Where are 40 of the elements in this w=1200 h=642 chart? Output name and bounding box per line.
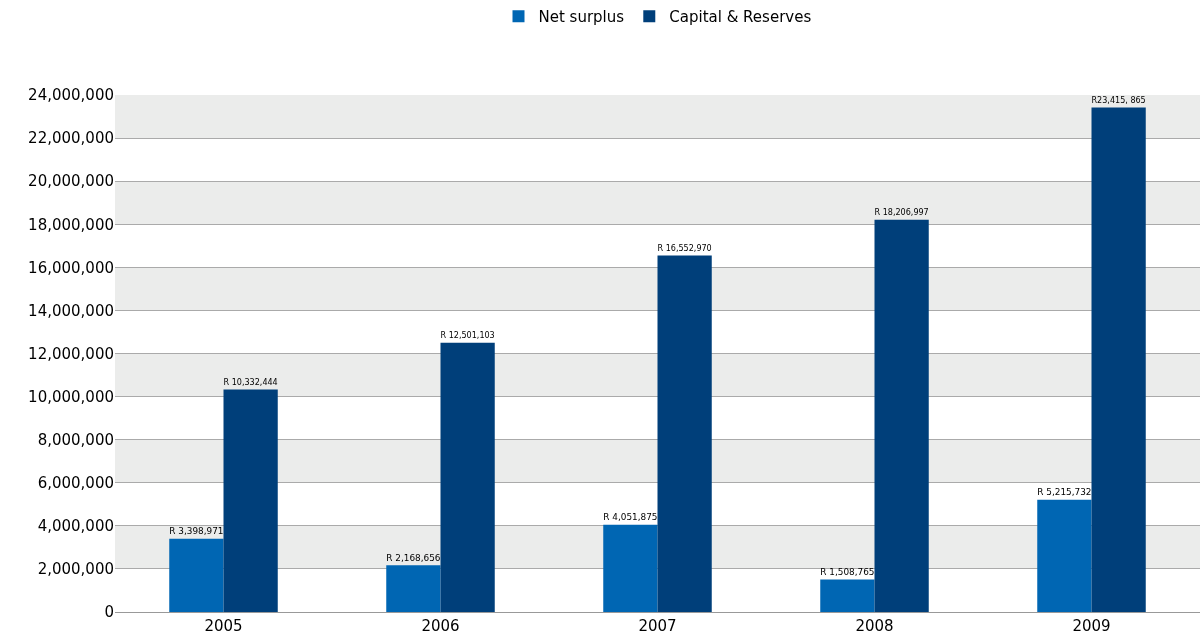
- bar: [820, 579, 875, 612]
- data-label: R 18,206,997: [874, 208, 929, 218]
- data-label: R 4,051,875: [603, 511, 658, 522]
- y-tick-label: 14,000,000: [28, 301, 114, 320]
- y-tick-label: 24,000,000: [28, 86, 114, 105]
- y-tick-label: 12,000,000: [28, 344, 114, 363]
- y-tick-label: 20,000,000: [28, 172, 114, 191]
- x-tick-label: 2007: [638, 617, 677, 635]
- bar: [603, 524, 658, 612]
- x-tick-label: 2005: [204, 617, 243, 635]
- x-tick-label: 2008: [855, 617, 894, 635]
- y-tick-label: 10,000,000: [28, 387, 114, 406]
- data-label: R 10,332,444: [223, 377, 278, 387]
- bar: [223, 389, 278, 612]
- data-label: R 5,215,732: [1037, 486, 1092, 497]
- y-tick-label: 0: [104, 603, 114, 622]
- legend-label: Net surplus: [538, 8, 625, 27]
- y-tick-label: 4,000,000: [37, 517, 114, 536]
- bar: [440, 342, 495, 612]
- y-tick-label: 6,000,000: [37, 474, 114, 492]
- x-tick-label: 2006: [421, 617, 460, 635]
- data-label: R 12,501,103: [440, 331, 495, 341]
- bar: [657, 255, 712, 612]
- data-label: R 1,508,765: [820, 566, 875, 577]
- bar: [1091, 107, 1146, 612]
- y-tick-label: 2,000,000: [37, 560, 114, 579]
- bar: [386, 565, 441, 612]
- data-label: R 3,398,971: [169, 526, 224, 536]
- x-tick-label: 2009: [1072, 617, 1111, 635]
- bar: [169, 538, 224, 612]
- legend-label: Capital & Reserves: [669, 8, 812, 27]
- y-tick-label: 18,000,000: [28, 215, 114, 234]
- y-tick-label: 22,000,000: [28, 129, 114, 148]
- data-label: R 16,552,970: [657, 243, 712, 253]
- data-label: R23,415, 865: [1091, 95, 1146, 105]
- bar: [874, 219, 929, 612]
- y-tick-label: 8,000,000: [37, 430, 114, 449]
- data-label: R 2,168,656: [386, 552, 441, 563]
- y-tick-label: 16,000,000: [28, 258, 114, 277]
- bar: [1037, 499, 1092, 612]
